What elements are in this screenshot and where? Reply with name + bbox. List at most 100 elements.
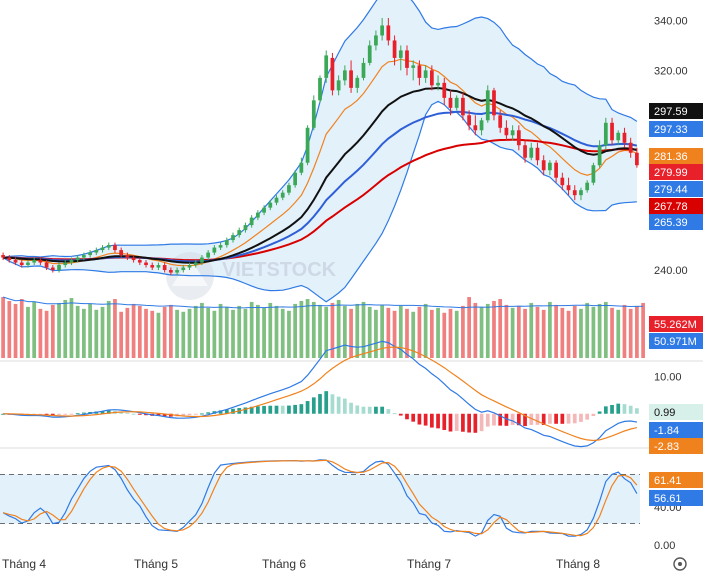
candle[interactable] xyxy=(566,177,571,196)
candle[interactable] xyxy=(144,260,148,268)
candle[interactable] xyxy=(473,115,478,136)
candle[interactable] xyxy=(150,262,155,271)
candle[interactable] xyxy=(19,260,24,268)
candle[interactable] xyxy=(1,252,5,261)
candle[interactable] xyxy=(342,65,347,86)
candle[interactable] xyxy=(442,77,447,106)
candle[interactable] xyxy=(38,257,43,266)
candle[interactable] xyxy=(218,242,223,251)
candle[interactable] xyxy=(305,125,310,166)
candle[interactable] xyxy=(616,130,621,146)
candle[interactable] xyxy=(193,260,198,268)
candle[interactable] xyxy=(125,252,130,261)
candle[interactable] xyxy=(541,155,546,176)
candle[interactable] xyxy=(293,170,298,188)
candle[interactable] xyxy=(585,180,590,193)
candle[interactable] xyxy=(224,237,229,248)
candle[interactable] xyxy=(7,255,12,263)
candle[interactable] xyxy=(181,265,186,273)
candle[interactable] xyxy=(100,245,105,253)
candle[interactable] xyxy=(610,117,614,146)
candle[interactable] xyxy=(554,160,558,183)
candle[interactable] xyxy=(560,172,565,191)
candle[interactable] xyxy=(94,247,99,256)
candle[interactable] xyxy=(318,75,322,103)
candle[interactable] xyxy=(13,257,18,266)
candle[interactable] xyxy=(274,195,279,206)
candle[interactable] xyxy=(82,252,86,261)
candle[interactable] xyxy=(516,125,521,151)
candle[interactable] xyxy=(57,262,61,273)
candle[interactable] xyxy=(262,205,266,216)
candle[interactable] xyxy=(137,257,142,266)
candle[interactable] xyxy=(622,127,627,148)
candle[interactable] xyxy=(628,137,633,158)
candle[interactable] xyxy=(206,250,211,261)
candle[interactable] xyxy=(26,260,30,268)
candle[interactable] xyxy=(231,232,235,243)
candle[interactable] xyxy=(280,190,285,201)
candle[interactable] xyxy=(249,215,254,228)
candle[interactable] xyxy=(200,255,204,266)
candle[interactable] xyxy=(256,210,260,221)
candle[interactable] xyxy=(311,95,316,131)
candle[interactable] xyxy=(454,95,459,111)
candle[interactable] xyxy=(467,110,471,131)
candle[interactable] xyxy=(423,65,428,83)
candle[interactable] xyxy=(69,257,74,266)
settings-icon[interactable] xyxy=(673,557,687,571)
candle[interactable] xyxy=(510,125,515,141)
candle[interactable] xyxy=(572,185,577,201)
candle[interactable] xyxy=(355,75,360,93)
candle[interactable] xyxy=(498,110,503,133)
candle[interactable] xyxy=(212,245,217,256)
candle[interactable] xyxy=(603,117,608,151)
candle[interactable] xyxy=(237,227,242,238)
candle[interactable] xyxy=(361,57,366,81)
candle[interactable] xyxy=(523,140,527,163)
candle[interactable] xyxy=(32,257,37,266)
candle[interactable] xyxy=(417,60,422,86)
candle[interactable] xyxy=(591,162,596,186)
candle[interactable] xyxy=(187,262,192,271)
candle[interactable] xyxy=(461,92,465,121)
candle[interactable] xyxy=(479,117,484,136)
candle[interactable] xyxy=(635,147,639,168)
candle[interactable] xyxy=(411,60,416,81)
candle[interactable] xyxy=(106,242,111,251)
candle[interactable] xyxy=(75,255,80,263)
candle[interactable] xyxy=(548,160,552,176)
candle[interactable] xyxy=(529,142,534,161)
candle[interactable] xyxy=(405,45,409,76)
candle[interactable] xyxy=(324,50,329,83)
candle[interactable] xyxy=(349,60,353,93)
candle[interactable] xyxy=(50,265,55,273)
candle[interactable] xyxy=(386,17,391,46)
candle[interactable] xyxy=(336,75,341,96)
candle[interactable] xyxy=(287,182,291,196)
candle[interactable] xyxy=(436,75,440,91)
candle[interactable] xyxy=(535,142,540,166)
candle[interactable] xyxy=(119,247,124,258)
candle[interactable] xyxy=(169,267,173,276)
candle[interactable] xyxy=(63,260,68,268)
candle[interactable] xyxy=(162,262,167,273)
candle[interactable] xyxy=(429,65,434,91)
candle[interactable] xyxy=(504,120,509,141)
candle[interactable] xyxy=(579,187,583,201)
candle[interactable] xyxy=(88,250,92,258)
candle[interactable] xyxy=(597,140,602,168)
candle[interactable] xyxy=(367,40,372,66)
candle[interactable] xyxy=(485,85,490,123)
candle[interactable] xyxy=(131,255,136,263)
candle[interactable] xyxy=(392,35,397,66)
candle[interactable] xyxy=(113,242,117,253)
candle[interactable] xyxy=(398,45,403,71)
candle[interactable] xyxy=(448,90,453,116)
candle[interactable] xyxy=(175,267,179,276)
candle[interactable] xyxy=(492,87,496,121)
candle[interactable] xyxy=(374,30,378,51)
candle[interactable] xyxy=(243,222,248,233)
